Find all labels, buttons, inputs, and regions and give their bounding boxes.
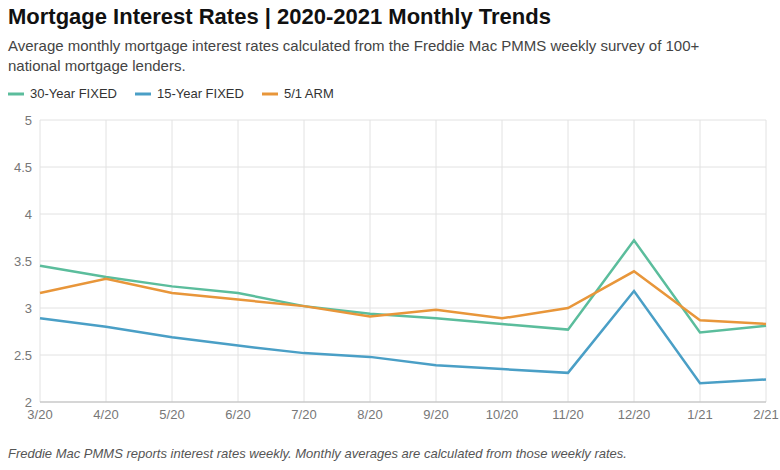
svg-text:4/20: 4/20: [93, 407, 118, 422]
html-text:Average monthly mortgage inter: Average monthly mortgage interest rates …: [8, 37, 700, 74]
svg-text:11/20: 11/20: [552, 407, 584, 422]
html-text:Freddie Mac PMMS reports inter: Freddie Mac PMMS reports interest rates …: [8, 446, 627, 461]
html-text:Mortgage Interest Rates | 2020: Mortgage Interest Rates | 2020-2021 Mont…: [8, 4, 551, 29]
svg-text:4.5: 4.5: [14, 160, 32, 175]
svg-text:3/20: 3/20: [27, 407, 53, 423]
html-text:15-Year FIXED: 15-Year FIXED: [157, 86, 244, 101]
svg-text:9/20: 9/20: [423, 407, 448, 422]
svg-text:6/20: 6/20: [225, 407, 250, 422]
svg-text:3: 3: [25, 301, 32, 316]
svg-text:5: 5: [25, 113, 32, 128]
html-text:5/1 ARM: 5/1 ARM: [283, 86, 334, 101]
svg-text:1/21: 1/21: [687, 407, 712, 422]
html-text:30-Year FIXED: 30-Year FIXED: [30, 86, 117, 101]
svg-text:8/20: 8/20: [357, 407, 382, 422]
svg-text:2/21: 2/21: [753, 407, 772, 422]
svg-text:7/20: 7/20: [291, 407, 316, 422]
svg-text:2: 2: [25, 395, 32, 410]
svg-text:5/20: 5/20: [159, 407, 184, 422]
svg-text:2.5: 2.5: [14, 348, 32, 363]
svg-text:12/20: 12/20: [618, 407, 651, 422]
svg-text:4: 4: [25, 207, 32, 222]
svg-text:10/20: 10/20: [486, 407, 519, 422]
svg-text:3.5: 3.5: [14, 254, 32, 269]
